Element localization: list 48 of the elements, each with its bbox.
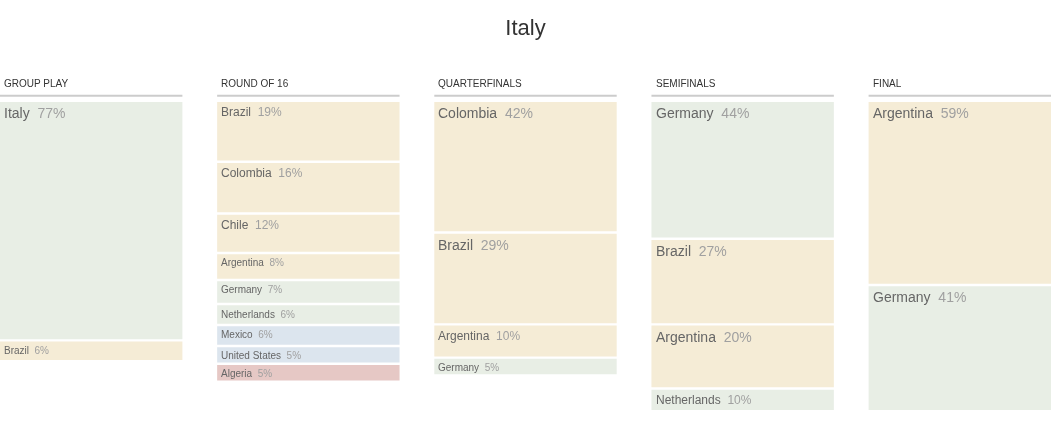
data-label: 27% (698, 243, 727, 259)
data-label: 12% (255, 218, 280, 232)
category-label: FINAL (873, 78, 902, 89)
text: Germany (221, 284, 263, 295)
data-label: 5% (286, 350, 302, 361)
data-label: 41% (938, 289, 967, 305)
text: Argentina (438, 329, 490, 343)
data-label: 5% (484, 362, 500, 373)
series-label: Algeria (221, 368, 253, 379)
series-label: Chile (221, 218, 249, 232)
category-label: SEMIFINALS (656, 78, 716, 89)
text: Germany (656, 105, 714, 121)
text: Colombia (221, 166, 272, 180)
series-label: Colombia (438, 105, 498, 121)
text: Argentina (873, 105, 933, 121)
data-label: 59% (940, 105, 969, 121)
data-label: 10% (727, 393, 752, 407)
data-label: 6% (258, 329, 273, 340)
data-label: 10% (496, 329, 521, 343)
data-label: 16% (278, 166, 303, 180)
text: Italy (505, 15, 546, 41)
data-label: 6% (34, 345, 50, 356)
data-label: 42% (504, 105, 533, 121)
series-label: Argentina (221, 257, 264, 268)
text: Brazil (438, 237, 474, 253)
data-label: 7% (267, 284, 283, 295)
data-label: 8% (269, 257, 284, 268)
text: Brazil (4, 345, 30, 356)
category-label: QUARTERFINALS (438, 78, 523, 89)
data-label: 19% (257, 105, 283, 119)
data-label: 6% (280, 309, 296, 320)
text: Germany (873, 289, 931, 305)
series-label: Italy (4, 105, 30, 121)
data-label: 5% (257, 368, 273, 379)
text: Netherlands (221, 309, 275, 320)
data-label: 20% (723, 329, 752, 345)
series-label: United States (221, 350, 282, 361)
series-label: Germany (438, 362, 480, 373)
text: Argentina (656, 329, 716, 345)
text: Brazil (656, 243, 692, 259)
category-label: ROUND OF 16 (221, 78, 289, 89)
series-label: Mexico (221, 329, 253, 340)
data-label: 77% (37, 105, 66, 121)
category-label: GROUP PLAY (4, 78, 69, 89)
series-label: Netherlands (656, 393, 721, 407)
data-label: 44% (721, 105, 750, 121)
series-label: Brazil (221, 105, 252, 119)
data-label: 29% (480, 237, 509, 253)
